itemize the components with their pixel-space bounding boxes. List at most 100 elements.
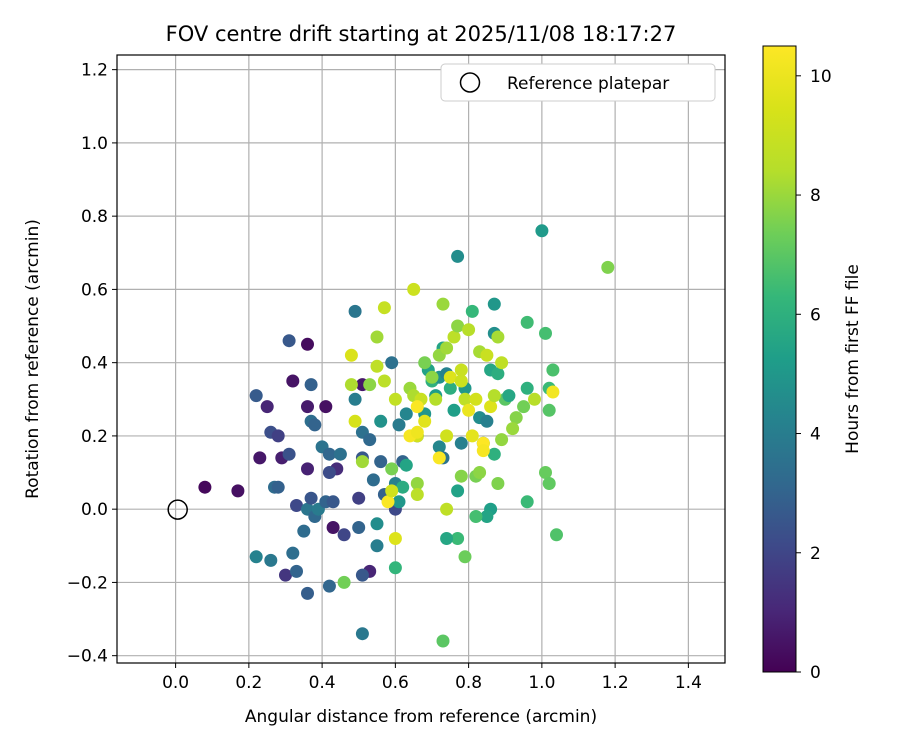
data-point bbox=[440, 532, 454, 545]
data-point bbox=[352, 521, 366, 534]
data-point bbox=[282, 334, 296, 348]
data-point bbox=[290, 499, 303, 512]
data-point bbox=[355, 568, 369, 582]
data-point bbox=[458, 550, 472, 564]
legend: Reference platepar bbox=[440, 63, 716, 102]
data-point bbox=[465, 429, 479, 443]
data-point bbox=[377, 301, 391, 315]
data-point bbox=[279, 568, 292, 582]
data-point bbox=[410, 425, 424, 439]
data-point bbox=[370, 330, 384, 344]
data-point bbox=[436, 297, 450, 311]
data-point bbox=[440, 502, 454, 516]
x-tick-label: 0.2 bbox=[235, 673, 262, 693]
legend-label: Reference platepar bbox=[507, 74, 669, 94]
data-point bbox=[506, 422, 520, 436]
data-point bbox=[344, 378, 358, 392]
data-point bbox=[297, 524, 311, 538]
data-point bbox=[462, 323, 476, 337]
colorbar-tick-label: 6 bbox=[810, 305, 821, 325]
data-point bbox=[388, 532, 402, 545]
data-point bbox=[454, 374, 468, 388]
data-point bbox=[377, 374, 391, 388]
x-tick-label: 0.0 bbox=[162, 673, 189, 693]
data-point bbox=[458, 392, 472, 406]
colorbar-gradient bbox=[762, 45, 797, 673]
data-point bbox=[418, 356, 432, 370]
y-axis: −0.4 −0.2 0.0 0.2 0.4 0.6 0.8 1.0 1.2 bbox=[67, 61, 117, 667]
data-point bbox=[476, 444, 490, 458]
chart-title: FOV centre drift starting at 2025/11/08 … bbox=[166, 22, 677, 46]
data-point bbox=[480, 510, 494, 523]
data-point bbox=[451, 319, 465, 333]
data-point bbox=[348, 414, 362, 428]
data-point bbox=[465, 304, 479, 318]
data-point bbox=[480, 348, 494, 362]
data-point bbox=[381, 495, 395, 509]
data-point bbox=[447, 330, 461, 344]
data-point bbox=[542, 477, 556, 490]
data-point bbox=[487, 297, 501, 311]
data-point bbox=[326, 495, 340, 509]
y-axis-label: Rotation from reference (arcmin) bbox=[23, 219, 43, 499]
data-point bbox=[432, 451, 446, 465]
data-point bbox=[355, 627, 369, 641]
reference-platepar-marker bbox=[167, 499, 188, 520]
y-tick-label: 0.0 bbox=[81, 500, 108, 520]
data-point bbox=[301, 586, 314, 600]
data-point bbox=[520, 381, 534, 395]
colorbar-tick-label: 8 bbox=[810, 186, 821, 206]
data-point bbox=[454, 469, 468, 483]
x-axis: 0.0 0.2 0.4 0.6 0.8 1.0 1.2 1.4 bbox=[162, 663, 702, 693]
data-point bbox=[355, 455, 369, 469]
y-tick-label: 0.8 bbox=[81, 207, 108, 227]
data-point bbox=[388, 392, 402, 406]
y-tick-label: −0.4 bbox=[67, 647, 108, 667]
data-point bbox=[429, 392, 443, 406]
data-point bbox=[282, 447, 296, 461]
data-point bbox=[304, 491, 318, 505]
data-point bbox=[348, 304, 362, 318]
data-point bbox=[550, 528, 563, 542]
x-tick-label: 1.2 bbox=[602, 673, 629, 693]
data-point bbox=[253, 451, 267, 465]
data-point bbox=[542, 403, 556, 417]
x-tick-label: 0.6 bbox=[382, 673, 409, 693]
data-point bbox=[425, 370, 439, 384]
x-tick-label: 0.4 bbox=[309, 673, 336, 693]
data-point bbox=[454, 436, 468, 450]
y-tick-label: 1.0 bbox=[81, 134, 108, 154]
data-point bbox=[484, 400, 498, 414]
data-point bbox=[304, 378, 318, 392]
data-point bbox=[322, 466, 336, 479]
colorbar-label: Hours from first FF file bbox=[843, 264, 863, 454]
data-point bbox=[539, 326, 552, 340]
data-point bbox=[271, 429, 285, 443]
data-point bbox=[410, 477, 424, 490]
y-tick-label: 0.4 bbox=[81, 354, 108, 374]
data-point bbox=[410, 400, 424, 414]
data-point bbox=[601, 260, 615, 274]
data-point bbox=[249, 389, 263, 403]
data-point bbox=[495, 433, 509, 447]
data-point bbox=[462, 403, 476, 417]
data-point bbox=[528, 392, 541, 406]
data-point bbox=[385, 484, 399, 498]
data-point bbox=[487, 447, 501, 461]
data-point bbox=[385, 462, 399, 476]
data-point bbox=[348, 392, 362, 406]
data-point bbox=[440, 429, 454, 443]
data-point bbox=[301, 400, 314, 414]
data-point bbox=[517, 400, 531, 414]
y-tick-label: 0.6 bbox=[81, 280, 108, 300]
data-point bbox=[469, 510, 483, 523]
data-point bbox=[271, 480, 285, 494]
data-point bbox=[451, 532, 465, 545]
data-point bbox=[495, 356, 509, 370]
data-point bbox=[487, 389, 501, 403]
data-point bbox=[370, 359, 384, 373]
data-point bbox=[388, 561, 402, 575]
data-point bbox=[198, 480, 212, 494]
data-point bbox=[491, 367, 505, 381]
